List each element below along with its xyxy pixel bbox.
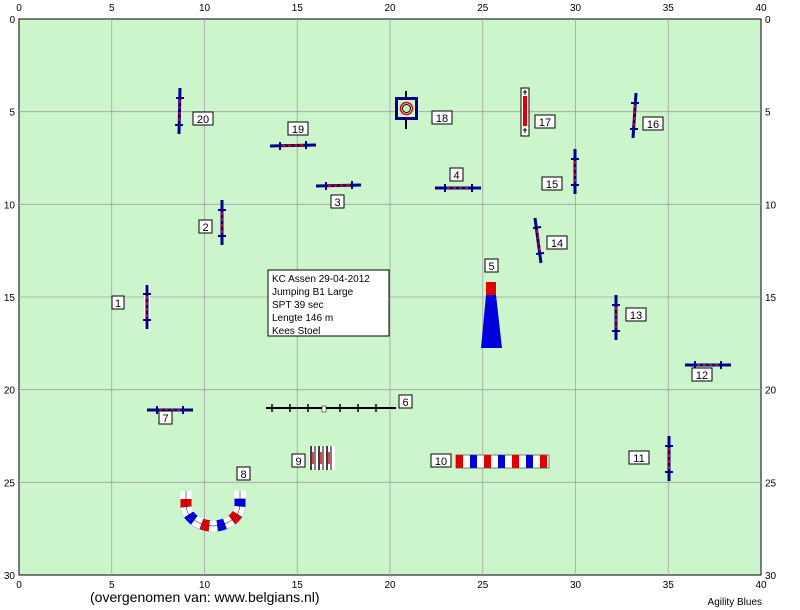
obstacle-5-aframe[interactable]: 5 — [481, 258, 502, 348]
y-tick-label-right: 20 — [765, 386, 777, 397]
source-credit: (overgenomen van: www.belgians.nl) — [90, 589, 320, 605]
obstacle-20-jump[interactable]: 20 — [175, 87, 214, 135]
y-tick-label-left: 10 — [4, 200, 16, 211]
obstacle-19-jump[interactable]: 19 — [269, 121, 317, 150]
y-tick-label-left: 25 — [4, 478, 16, 489]
y-tick-label-left: 20 — [4, 386, 16, 397]
obstacle-3-jump[interactable]: 3 — [315, 181, 362, 209]
obstacle-8-label: 8 — [240, 469, 246, 481]
x-tick-label-bottom: 40 — [755, 580, 767, 591]
y-tick-label-right: 10 — [765, 200, 777, 211]
y-tick-label-right: 30 — [765, 571, 777, 582]
obstacle-14-jump[interactable]: 14 — [532, 217, 568, 264]
obstacle-6-label: 6 — [402, 397, 408, 409]
x-tick-label-bottom: 0 — [16, 580, 22, 591]
obstacle-10-tunnel[interactable]: 10 — [430, 453, 550, 469]
y-tick-label-right: 5 — [765, 108, 771, 119]
obstacle-2-label: 2 — [202, 222, 208, 234]
obstacle-18-label: 18 — [436, 113, 448, 125]
obstacle-8-tunnel[interactable]: 8 — [180, 466, 251, 532]
obstacle-1-jump[interactable]: 1 — [111, 285, 151, 329]
x-tick-label-bottom: 35 — [663, 580, 675, 591]
obstacle-3-label: 3 — [334, 197, 340, 209]
y-tick-label-right: 25 — [765, 478, 777, 489]
x-tick-label-top: 5 — [109, 3, 115, 14]
x-tick-label-top: 10 — [199, 3, 211, 14]
obstacle-16-label: 16 — [647, 119, 659, 131]
x-tick-label-bottom: 20 — [384, 580, 396, 591]
obstacle-7-jump[interactable]: 7 — [147, 406, 193, 425]
x-tick-label-top: 35 — [663, 3, 675, 14]
y-tick-label-left: 30 — [4, 571, 16, 582]
course-info-box: KC Assen 29-04-2012 Jumping B1 Large SPT… — [267, 269, 390, 337]
info-length: Lengte 146 m — [272, 313, 333, 324]
x-tick-label-top: 25 — [477, 3, 489, 14]
obstacle-4-jump[interactable]: 4 — [435, 167, 481, 192]
obstacle-1-label: 1 — [115, 298, 121, 310]
y-tick-label-left: 15 — [4, 293, 16, 304]
obstacle-16-jump[interactable]: 16 — [630, 92, 664, 139]
obstacle-11-jump[interactable]: 11 — [628, 436, 673, 481]
obstacle-13-jump[interactable]: 13 — [612, 295, 647, 340]
obstacle-15-label: 15 — [546, 179, 558, 191]
y-tick-label-right: 0 — [765, 15, 771, 26]
x-tick-label-bottom: 15 — [292, 580, 304, 591]
x-tick-label-top: 15 — [292, 3, 304, 14]
obstacle-6-dogwalk[interactable]: 6 — [266, 394, 413, 413]
x-tick-label-bottom: 10 — [199, 580, 211, 591]
obstacle-12-jump[interactable]: 12 — [685, 361, 731, 382]
obstacle-7-label: 7 — [162, 413, 168, 425]
info-club-date: KC Assen 29-04-2012 — [272, 274, 370, 285]
y-tick-label-right: 15 — [765, 293, 777, 304]
obstacle-14-label: 14 — [551, 238, 563, 250]
y-tick-label-left: 0 — [9, 15, 15, 26]
obstacle-20-label: 20 — [197, 114, 209, 126]
obstacle-10-label: 10 — [435, 456, 447, 468]
obstacle-17-label: 17 — [539, 117, 551, 129]
info-spt: SPT 39 sec — [272, 300, 324, 311]
info-judge: Kees Stoel — [272, 326, 320, 337]
x-tick-label-bottom: 30 — [570, 580, 582, 591]
x-tick-label-top: 0 — [16, 3, 22, 14]
obstacle-13-label: 13 — [630, 310, 642, 322]
y-tick-label-left: 5 — [9, 108, 15, 119]
obstacle-9-weave[interactable]: 9 — [291, 446, 335, 470]
x-tick-label-top: 30 — [570, 3, 582, 14]
obstacle-11-label: 11 — [633, 453, 644, 465]
info-class: Jumping B1 Large — [272, 287, 354, 298]
obstacle-17-seesaw[interactable]: 17 — [520, 87, 556, 137]
obstacle-12-label: 12 — [696, 370, 708, 382]
x-tick-label-bottom: 5 — [109, 580, 115, 591]
obstacle-2-jump[interactable]: 2 — [198, 200, 226, 245]
obstacle-9-label: 9 — [295, 456, 301, 468]
obstacle-4-label: 4 — [453, 170, 459, 182]
obstacle-5-label: 5 — [488, 261, 494, 273]
brand-label: Agility Blues — [707, 597, 762, 608]
obstacle-19-label: 19 — [292, 124, 304, 136]
obstacle-15-jump[interactable]: 15 — [541, 149, 579, 194]
x-tick-label-top: 40 — [755, 3, 767, 14]
x-tick-label-top: 20 — [384, 3, 396, 14]
obstacle-18-table[interactable]: 18 — [395, 91, 453, 129]
x-tick-label-bottom: 25 — [477, 580, 489, 591]
